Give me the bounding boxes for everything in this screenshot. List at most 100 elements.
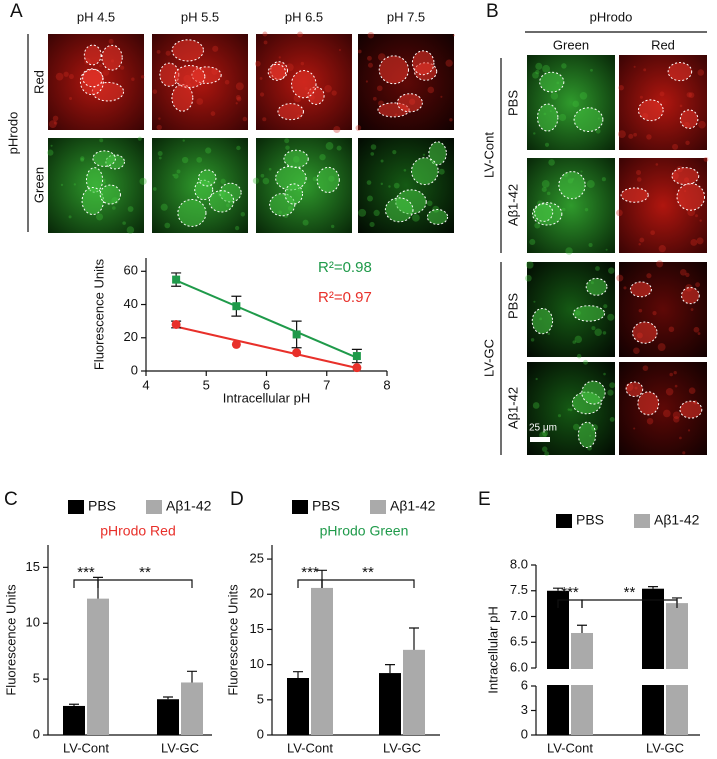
point <box>292 348 302 358</box>
speckle <box>370 152 375 156</box>
speckle <box>529 238 536 246</box>
cell-outline <box>625 381 644 397</box>
column-label: pH 5.5 <box>181 9 219 24</box>
speckle <box>80 157 85 162</box>
speckle <box>580 170 583 173</box>
y-tick-label: 0 <box>257 726 264 741</box>
y-tick-label: 8.0 <box>510 556 528 571</box>
y-tick-label: 10 <box>26 615 40 630</box>
speckle <box>355 125 362 131</box>
speckle <box>688 387 696 395</box>
speckle <box>422 153 426 157</box>
speckle <box>235 102 238 105</box>
speckle <box>452 34 455 37</box>
speckle <box>541 446 548 452</box>
y-tick-label: 6 <box>521 677 528 692</box>
speckle <box>102 178 106 182</box>
speckle <box>541 179 550 188</box>
speckle <box>603 372 606 376</box>
speckle <box>579 92 588 100</box>
cell-outline <box>637 391 660 416</box>
speckle <box>55 72 64 81</box>
speckle <box>242 116 248 122</box>
speckle <box>236 145 241 151</box>
point <box>232 302 241 311</box>
speckle <box>572 100 580 108</box>
speckle <box>561 63 567 69</box>
speckle <box>393 182 400 189</box>
error-bar <box>385 664 395 674</box>
speckle <box>607 313 615 321</box>
speckle <box>140 75 145 79</box>
speckle <box>643 68 647 72</box>
speckle <box>262 117 267 122</box>
speckle <box>699 219 702 222</box>
speckle <box>646 417 654 425</box>
y-tick-label: 15 <box>26 559 40 574</box>
column-label: pH 4.5 <box>77 9 115 24</box>
speckle <box>259 76 263 80</box>
speckle <box>60 183 64 187</box>
speckle <box>325 142 334 150</box>
speckle <box>324 84 332 93</box>
speckle <box>122 221 126 225</box>
x-tick-label: LV-GC <box>161 740 199 755</box>
cell-outline <box>667 62 693 82</box>
row-label: Aβ1-42 <box>505 387 520 429</box>
cell-outline <box>577 421 597 449</box>
speckle <box>639 95 643 99</box>
cell-outline <box>174 65 206 89</box>
speckle <box>574 335 582 344</box>
y-tick-label: 20 <box>124 329 138 344</box>
speckle <box>196 98 204 105</box>
y-tick-label: 20 <box>250 586 264 601</box>
legend-swatch <box>634 514 650 528</box>
cell-outline <box>411 50 435 76</box>
speckle <box>403 168 407 172</box>
x-tick-label: LV-Cont <box>547 740 593 755</box>
micrograph <box>619 262 707 357</box>
speckle <box>297 31 303 38</box>
speckle <box>235 95 241 101</box>
speckle <box>96 213 104 221</box>
speckle <box>584 207 589 212</box>
speckle <box>103 181 106 184</box>
speckle <box>532 71 539 79</box>
speckle <box>646 134 652 140</box>
speckle <box>48 120 57 129</box>
speckle <box>618 84 624 91</box>
speckle <box>534 222 541 229</box>
speckle <box>158 117 161 120</box>
y-tick-label: 15 <box>250 621 264 636</box>
significance-label: *** <box>561 584 579 601</box>
bar <box>87 598 109 735</box>
x-tick-label: LV-Cont <box>63 740 109 755</box>
speckle <box>376 85 383 92</box>
cell-outline <box>99 184 121 205</box>
x-tick-label: 4 <box>142 377 149 392</box>
speckle <box>607 389 614 396</box>
error-bar <box>553 587 563 591</box>
speckle <box>53 121 58 125</box>
speckle <box>685 272 690 278</box>
speckle <box>338 49 341 52</box>
speckle <box>127 206 134 212</box>
speckle <box>673 416 680 423</box>
speckle <box>698 120 706 129</box>
speckle <box>533 132 536 135</box>
speckle <box>541 186 547 193</box>
speckle <box>367 31 375 39</box>
y-tick-label: 0 <box>521 726 528 741</box>
speckle <box>690 239 698 246</box>
legend-swatch <box>370 500 386 514</box>
speckle <box>367 55 372 61</box>
speckle <box>224 79 230 85</box>
speckle <box>535 62 543 70</box>
cell-outline <box>283 149 309 169</box>
bar <box>181 682 203 735</box>
legend-label: PBS <box>312 498 340 514</box>
cell-outline <box>82 68 104 88</box>
significance-bracket <box>97 579 193 588</box>
error-bar <box>409 627 419 650</box>
speckle <box>557 414 562 418</box>
